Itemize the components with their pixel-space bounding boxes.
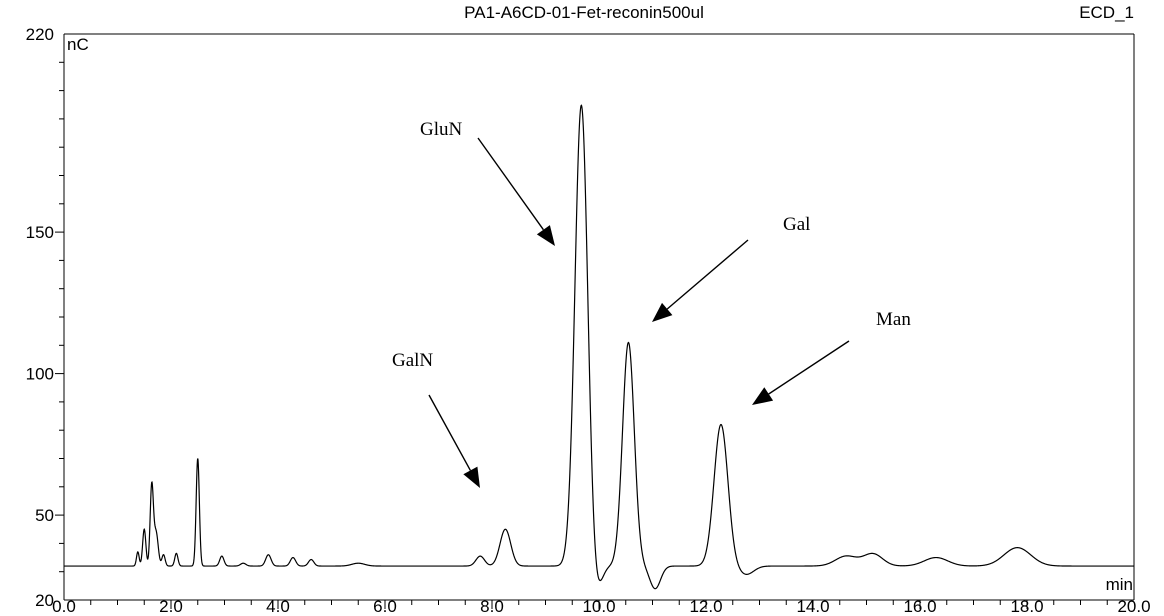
x-tick-label: 0.0 (52, 597, 76, 616)
y-tick-label: 50 (35, 506, 54, 525)
x-tick-label: 8.0 (480, 597, 504, 616)
annotation-arrowhead (463, 466, 480, 488)
peak-annotations: GluN Gal Man GalN (392, 119, 911, 488)
peak-label-man: Man (876, 309, 911, 330)
annotation-arrow-line (477, 137, 544, 231)
x-tick-label: 12.0 (689, 597, 722, 616)
x-axis: 0.0 2.0 4.0 6.0 8.0 10.0 12.0 14.0 16.0 18.0 20.0 (52, 597, 1150, 616)
channel-label: ECD_1 (1079, 3, 1134, 22)
y-axis: 20 50 100 150 220 (26, 25, 64, 610)
peak-label-glun: GluN (420, 119, 463, 140)
y-tick-label: 220 (26, 25, 54, 44)
annotation-arrowhead (652, 302, 673, 322)
y-tick-label: 100 (26, 365, 54, 384)
x-tick-label: 20.0 (1117, 597, 1150, 616)
peak-label-galn: GalN (392, 350, 433, 371)
annotation-arrow-line (768, 340, 850, 395)
annotation-arrowhead (536, 225, 555, 246)
x-tick-label: 10.0 (582, 597, 615, 616)
x-tick-label: 18.0 (1010, 597, 1043, 616)
x-axis-label: min (1106, 575, 1133, 594)
plot-frame (63, 33, 1135, 601)
annotation-arrow-line (428, 394, 471, 471)
annotation-arrowhead (752, 387, 774, 405)
annotation-arrow-line (666, 239, 749, 310)
x-tick-label: 2.0 (159, 597, 183, 616)
chart-title: PA1-A6CD-01-Fet-reconin500ul (464, 3, 704, 22)
series-trace (64, 104, 1134, 590)
x-tick-label: 16.0 (903, 597, 936, 616)
x-tick-label: 14.0 (796, 597, 829, 616)
x-tick-label: 4.0 (266, 597, 290, 616)
x-tick-label: 6.0 (373, 597, 397, 616)
y-tick-label: 20 (35, 591, 54, 610)
y-axis-label: nC (67, 35, 89, 54)
peak-label-gal: Gal (783, 214, 810, 235)
y-tick-label: 150 (26, 223, 54, 242)
